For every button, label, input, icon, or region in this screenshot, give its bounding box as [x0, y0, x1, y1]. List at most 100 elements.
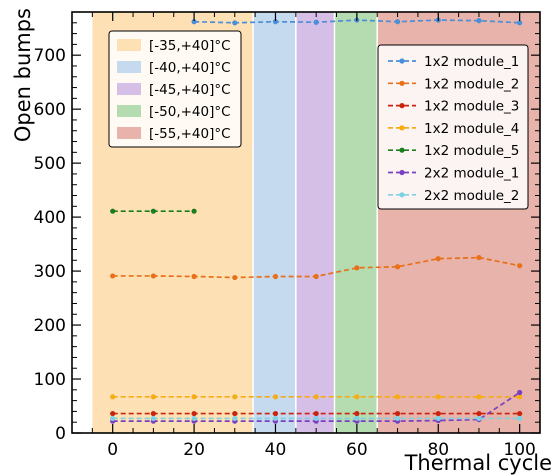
- data-point: [435, 394, 441, 400]
- data-point: [517, 20, 523, 26]
- data-point: [435, 256, 441, 262]
- series-3: [110, 394, 523, 400]
- band-2: [295, 12, 335, 433]
- band-legend-swatch-4: [117, 127, 141, 139]
- band-legend-swatch-1: [117, 61, 141, 73]
- band-legend-swatch-2: [117, 83, 141, 95]
- x-tick-label-20: 20: [183, 440, 205, 460]
- data-point: [232, 415, 238, 422]
- series-legend-marker-5: [399, 169, 405, 176]
- data-point: [394, 394, 401, 400]
- y-axis: 0 100 200 300 400 500 600 700: [34, 22, 540, 444]
- y-tick-label-0: 0: [55, 424, 66, 444]
- series-legend-marker-2: [399, 103, 405, 109]
- band-legend-swatch-0: [117, 39, 141, 51]
- data-point: [476, 410, 482, 417]
- data-point: [435, 410, 441, 417]
- band-legend: [-35,+40]°C [-40,+40]°C [-45,+40]°C [-50,+4…: [108, 30, 242, 148]
- data-point: [517, 415, 523, 422]
- series-4: [110, 208, 197, 214]
- band-3: [334, 12, 378, 433]
- series-1: [110, 254, 523, 281]
- data-point: [232, 394, 238, 400]
- data-point: [394, 19, 401, 25]
- x-tick-label-60: 60: [346, 440, 368, 460]
- series-6: [110, 415, 523, 422]
- band-legend-label-4: [-55,+40]°C: [149, 126, 231, 142]
- series-2: [110, 410, 523, 417]
- data-point: [110, 394, 116, 400]
- data-point: [476, 18, 482, 24]
- data-point: [110, 273, 116, 279]
- series-legend: 1x2 module_1 1x2 module_2 1x2 module_3 1x2 …: [377, 44, 529, 210]
- data-point: [517, 410, 523, 417]
- data-point: [517, 394, 523, 400]
- series-legend-label-6: 2x2 module_2: [424, 188, 519, 204]
- data-point: [110, 415, 116, 422]
- data-point: [435, 415, 441, 422]
- series-legend-label-1: 1x2 module_2: [424, 76, 519, 92]
- data-point: [354, 394, 360, 400]
- x-axis: 0 20 40 60 80 100: [91, 12, 541, 460]
- series-legend-frame: [377, 44, 529, 210]
- data-point: [517, 389, 523, 396]
- data-point: [313, 410, 319, 417]
- series-layer: [110, 17, 523, 424]
- series-legend-marker-3: [399, 125, 405, 131]
- data-point: [476, 254, 482, 261]
- data-point: [191, 415, 197, 422]
- data-point: [191, 394, 197, 400]
- band-legend-label-1: [-40,+40]°C: [149, 60, 231, 76]
- data-point: [272, 394, 279, 400]
- data-point: [150, 394, 156, 400]
- y-axis-label: Open bumps: [11, 8, 35, 142]
- x-tick-label-0: 0: [107, 440, 118, 460]
- band-legend-label-2: [-45,+40]°C: [149, 82, 231, 98]
- series-legend-label-2: 1x2 module_3: [424, 99, 519, 115]
- y-tick-label-100: 100: [34, 370, 66, 390]
- y-tick-label-200: 200: [34, 316, 66, 336]
- data-point: [191, 273, 197, 280]
- data-point: [354, 265, 360, 271]
- x-axis-label: Thermal cycle: [404, 451, 552, 475]
- y-tick-label-300: 300: [34, 262, 66, 282]
- data-point: [150, 208, 156, 214]
- series-legend-marker-0: [399, 58, 405, 64]
- y-tick-label-700: 700: [34, 46, 66, 66]
- data-point: [476, 415, 482, 422]
- data-point: [272, 415, 279, 422]
- band-legend-label-0: [-35,+40]°C: [149, 38, 231, 54]
- series-legend-marker-6: [399, 192, 405, 198]
- band-legend-frame: [108, 30, 242, 148]
- y-tick-label-500: 500: [34, 154, 66, 174]
- data-point: [394, 415, 401, 422]
- data-point: [191, 19, 197, 25]
- series-legend-label-5: 2x2 module_1: [424, 166, 519, 182]
- series-legend-label-0: 1x2 module_1: [424, 54, 519, 70]
- data-point: [354, 410, 360, 417]
- y-tick-label-400: 400: [34, 208, 66, 228]
- series-legend-marker-4: [399, 147, 405, 153]
- x-tick-label-40: 40: [265, 440, 287, 460]
- data-point: [313, 415, 319, 422]
- band-legend-label-3: [-50,+40]°C: [149, 104, 231, 120]
- data-point: [394, 410, 401, 417]
- data-point: [110, 208, 116, 214]
- data-point: [394, 264, 401, 270]
- data-point: [272, 410, 279, 417]
- data-point: [476, 394, 482, 400]
- data-point: [110, 410, 116, 417]
- y-tick-label-600: 600: [34, 100, 66, 120]
- x-tick-label-100: 100: [503, 440, 535, 460]
- data-point: [191, 410, 197, 417]
- series-legend-label-4: 1x2 module_5: [424, 143, 519, 159]
- data-point: [272, 19, 279, 25]
- data-point: [150, 410, 156, 417]
- band-legend-swatch-3: [117, 105, 141, 117]
- data-point: [313, 394, 319, 400]
- plot-frame: [71, 11, 541, 434]
- x-tick-label-80: 80: [427, 440, 449, 460]
- data-point: [232, 410, 238, 417]
- data-point: [150, 415, 156, 422]
